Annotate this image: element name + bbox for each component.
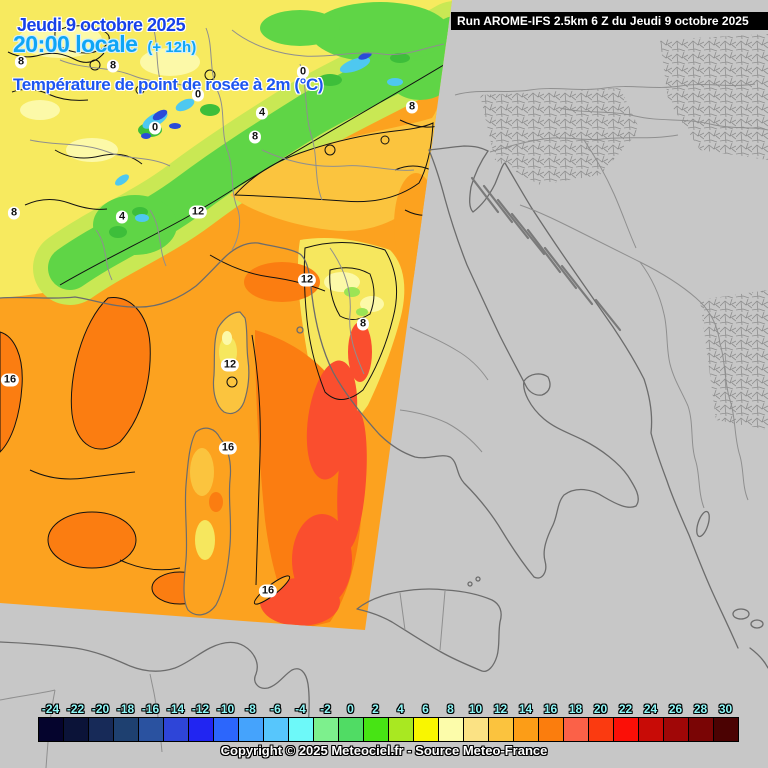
forecast-local-time: 20:00 locale (13, 31, 138, 57)
legend-tick: 10 (468, 702, 483, 716)
legend-cell (388, 717, 414, 742)
copyright-notice: Copyright © 2025 Meteociel.fr - Source M… (220, 743, 548, 758)
legend-tick: 20 (593, 702, 608, 716)
legend-tick: 0 (347, 702, 354, 716)
legend-cell (213, 717, 239, 742)
parameter-title: Température de point de rosée à 2m (°C) (13, 75, 324, 94)
legend-cell (463, 717, 489, 742)
contour-label: 8 (248, 130, 262, 144)
legend-tick: 26 (668, 702, 683, 716)
legend-tick: -16 (141, 702, 160, 716)
legend-cell (413, 717, 439, 742)
contour-label: 8 (405, 100, 419, 114)
coastlines (0, 145, 768, 731)
legend-cell (88, 717, 114, 742)
legend-tick: 28 (693, 702, 708, 716)
legend-tick: 22 (618, 702, 633, 716)
contour-label: 8 (356, 317, 370, 331)
forecast-date: Jeudi 9 octobre 2025 (17, 15, 186, 35)
legend-cell (163, 717, 189, 742)
legend-cell (613, 717, 639, 742)
legend-tick: 12 (493, 702, 508, 716)
legend-tick: 6 (422, 702, 429, 716)
contour-label: 12 (297, 273, 317, 287)
legend-tick: 14 (518, 702, 533, 716)
legend-tick: -4 (295, 702, 306, 716)
legend-cell (713, 717, 739, 742)
legend-tick: -6 (270, 702, 281, 716)
legend-cell (288, 717, 314, 742)
legend-cell (113, 717, 139, 742)
legend-cell (363, 717, 389, 742)
legend-tick: 2 (372, 702, 379, 716)
legend-cell (263, 717, 289, 742)
model-run-info-bar: Run AROME-IFS 2.5km 6 Z du Jeudi 9 octob… (451, 12, 768, 30)
legend-cell (513, 717, 539, 742)
legend-tick: -8 (245, 702, 256, 716)
forecast-time-row: 20:00 locale (+ 12h) (13, 31, 196, 58)
forecast-offset: (+ 12h) (147, 39, 197, 56)
legend-cell (688, 717, 714, 742)
legend-cell (238, 717, 264, 742)
contour-label: 16 (258, 584, 278, 598)
legend-tick: -2 (320, 702, 331, 716)
contour-label: 16 (0, 373, 20, 387)
legend-tick: 30 (718, 702, 733, 716)
contour-label: 4 (255, 106, 269, 120)
legend-cell (63, 717, 89, 742)
contour-label: 8 (7, 206, 21, 220)
contour-label: 8 (14, 55, 28, 69)
legend-cell (663, 717, 689, 742)
temperature-color-scale: -24 -22 -20 -18 -16 -14 -12 -10 -8 -6 -4 -2 0 2 4 6 8 10 1… (0, 700, 768, 768)
legend-tick: -22 (66, 702, 85, 716)
legend-tick: 24 (643, 702, 658, 716)
contour-label: 4 (115, 210, 129, 224)
contour-label: 8 (106, 59, 120, 73)
legend-cell (188, 717, 214, 742)
legend-cell (488, 717, 514, 742)
legend-tick: 16 (543, 702, 558, 716)
legend-tick: -24 (41, 702, 60, 716)
legend-tick: -18 (116, 702, 135, 716)
legend-cell (588, 717, 614, 742)
legend-tick: -14 (166, 702, 185, 716)
legend-cell (563, 717, 589, 742)
legend-tick: 8 (447, 702, 454, 716)
legend-tick: -10 (216, 702, 235, 716)
contour-label: 0 (148, 121, 162, 135)
legend-cell (38, 717, 64, 742)
legend-cell (638, 717, 664, 742)
legend-cell (138, 717, 164, 742)
legend-tick: 4 (397, 702, 404, 716)
contour-label: 0 (296, 65, 310, 79)
municipality-mosaic (480, 34, 768, 430)
contour-label: 0 (191, 88, 205, 102)
legend-cell (338, 717, 364, 742)
legend-cell (313, 717, 339, 742)
contour-label: 12 (220, 358, 240, 372)
contour-label: 16 (218, 441, 238, 455)
legend-cell (538, 717, 564, 742)
legend-tick: -20 (91, 702, 110, 716)
legend-cell (438, 717, 464, 742)
legend-tick: 18 (568, 702, 583, 716)
legend-tick: -12 (191, 702, 210, 716)
contour-label: 12 (188, 205, 208, 219)
